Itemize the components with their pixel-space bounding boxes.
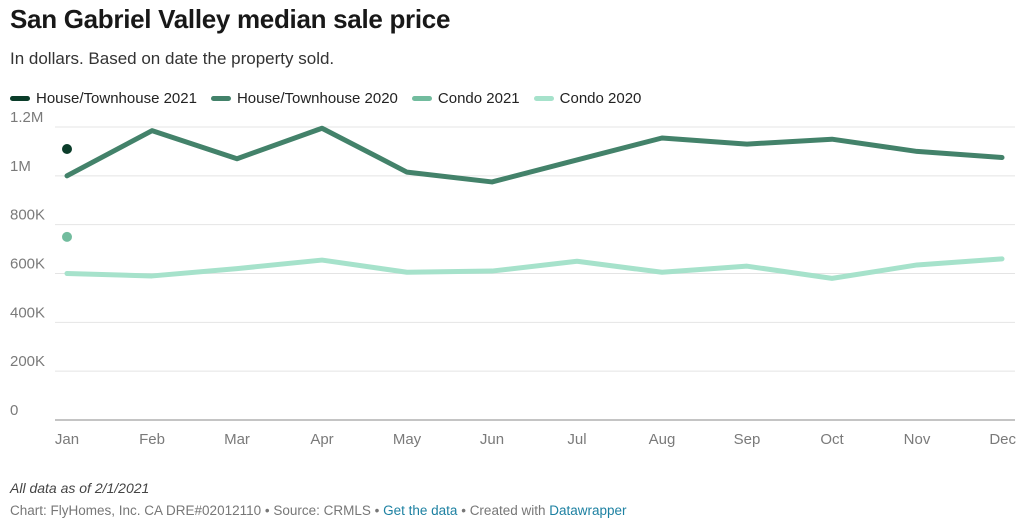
legend-swatch [533,96,554,101]
legend-label: House/Townhouse 2021 [36,90,197,107]
x-tick-label: Aug [649,431,676,448]
source-text: Source: CRMLS [273,503,371,518]
created-with-text: Created with [469,503,546,518]
x-tick-label: Oct [820,431,844,448]
x-tick-label: Mar [224,431,250,448]
y-tick-label: 1M [10,158,31,175]
y-tick-label: 0 [10,402,18,419]
chart-title: San Gabriel Valley median sale price [10,4,451,34]
chart-legend: House/Townhouse 2021 House/Townhouse 2020… [10,90,655,107]
separator: • [457,503,470,518]
legend-label: Condo 2020 [559,90,642,107]
y-tick-label: 1.2M [10,110,43,126]
get-data-link[interactable]: Get the data [383,503,458,518]
line-chart: 0 200K 400K 600K 800K 1M 1.2M Jan Feb Mar Apr May Ju… [10,110,1016,448]
datawrapper-link[interactable]: Datawrapper [549,503,627,518]
separator: • [370,503,384,518]
legend-label: Condo 2021 [437,90,520,107]
x-tick-label: Jun [480,431,504,448]
x-tick-label: Dec [989,431,1016,448]
legend-item: House/Townhouse 2020 [210,90,398,107]
legend-item: Condo 2021 [411,90,520,107]
y-tick-label: 400K [10,304,45,321]
y-tick-label: 200K [10,353,45,370]
chart-subtitle: In dollars. Based on date the property s… [10,49,335,68]
x-tick-label: Sep [734,431,761,448]
chart-footer: Chart: FlyHomes, Inc. CA DRE#02012110 • … [10,503,627,518]
x-tick-label: Jan [55,431,79,448]
y-tick-label: 800K [10,207,45,224]
credit-text: Chart: FlyHomes, Inc. CA DRE#02012110 [10,503,262,518]
data-note: All data as of 2/1/2021 [10,480,150,496]
series-line [64,125,1005,185]
legend-swatch [411,96,432,101]
separator: • [261,503,274,518]
y-tick-label: 600K [10,256,45,273]
legend-label: House/Townhouse 2020 [236,90,398,107]
x-tick-label: Jul [567,431,586,448]
legend-swatch [210,96,231,101]
legend-swatch [10,96,30,101]
x-tick-label: Nov [904,431,931,448]
series-point [62,231,72,242]
x-tick-label: Apr [310,431,333,448]
x-tick-label: Feb [139,431,165,448]
series-point [62,143,72,154]
series-line [64,256,1005,281]
legend-item: House/Townhouse 2021 [10,90,197,107]
legend-item: Condo 2020 [533,90,642,107]
x-tick-label: May [393,431,422,448]
